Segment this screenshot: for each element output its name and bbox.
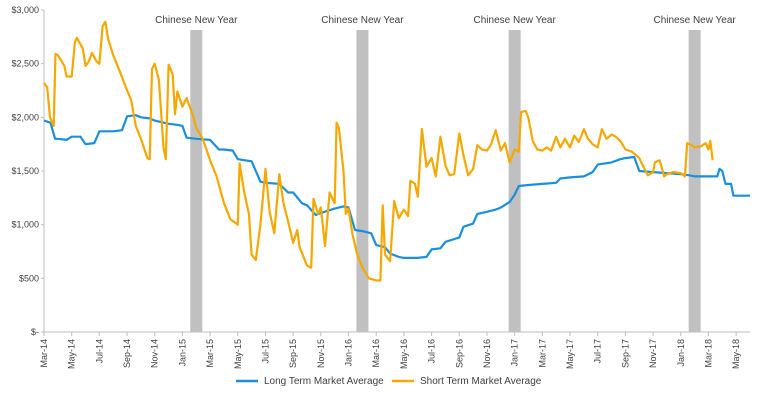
x-tick-label: Jul-17 (593, 339, 603, 364)
chinese-new-year-band (356, 30, 369, 332)
x-tick-label: Jul-16 (427, 339, 437, 364)
y-tick-label: $1,500 (11, 166, 39, 176)
short-term-series-line (43, 20, 714, 282)
holiday-bands: Chinese New Year Chinese New Year Chinese … (155, 15, 736, 332)
chinese-new-year-band (688, 30, 701, 332)
x-tick-label: Mar-18 (703, 339, 713, 368)
x-tick-label: Mar-15 (205, 339, 215, 368)
x-tick-label: Mar-14 (39, 339, 49, 368)
x-tick-label: May-18 (731, 339, 741, 369)
y-tick-label: $500 (19, 273, 39, 283)
x-tick-label: Nov-14 (150, 339, 160, 368)
x-tick-label: May-15 (233, 339, 243, 369)
x-tick-label: Jul-14 (94, 339, 104, 364)
y-tick-label: $2,000 (11, 112, 39, 122)
chinese-new-year-label: Chinese New Year (653, 15, 736, 26)
y-tick-label: $- (31, 327, 39, 337)
chinese-new-year-band (508, 30, 521, 332)
x-tick-label: Mar-17 (537, 339, 547, 368)
x-tick-label: Nov-15 (316, 339, 326, 368)
chinese-new-year-band (190, 30, 203, 332)
chinese-new-year-label: Chinese New Year (474, 15, 557, 26)
chinese-new-year-label: Chinese New Year (321, 15, 404, 26)
x-tick-label: Sep-16 (454, 339, 464, 368)
x-tick-label: May-17 (565, 339, 575, 369)
x-tick-label: Nov-17 (648, 339, 658, 368)
y-axis-ticks: $- $500 $1,000 $1,500 $2,000 $2,500 $3,000 (11, 5, 44, 337)
series-lines (43, 20, 750, 282)
x-tick-label: Jan-17 (510, 339, 520, 367)
y-tick-label: $2,500 (11, 59, 39, 69)
x-tick-label: Jan-16 (344, 339, 354, 367)
x-tick-label: Jul-15 (260, 339, 270, 364)
x-tick-label: Sep-17 (620, 339, 630, 368)
x-tick-label: Jan-18 (676, 339, 686, 367)
y-tick-label: $3,000 (11, 5, 39, 15)
x-tick-label: Sep-15 (288, 339, 298, 368)
x-tick-label: Jan-15 (177, 339, 187, 367)
x-tick-label: May-16 (399, 339, 409, 369)
x-tick-label: Sep-14 (122, 339, 132, 368)
legend-label: Short Term Market Average (420, 376, 542, 387)
legend-label: Long Term Market Average (264, 376, 384, 387)
x-tick-label: Mar-16 (371, 339, 381, 368)
x-tick-label: May-14 (67, 339, 77, 369)
x-tick-label: Nov-16 (482, 339, 492, 368)
x-axis-ticks: Mar-14 May-14 Jul-14 Sep-14 Nov-14 Jan-15 Mar-… (39, 332, 741, 369)
y-tick-label: $1,000 (11, 220, 39, 230)
chart-legend: Long Term Market Average Short Term Marke… (236, 376, 542, 387)
chinese-new-year-label: Chinese New Year (155, 15, 238, 26)
